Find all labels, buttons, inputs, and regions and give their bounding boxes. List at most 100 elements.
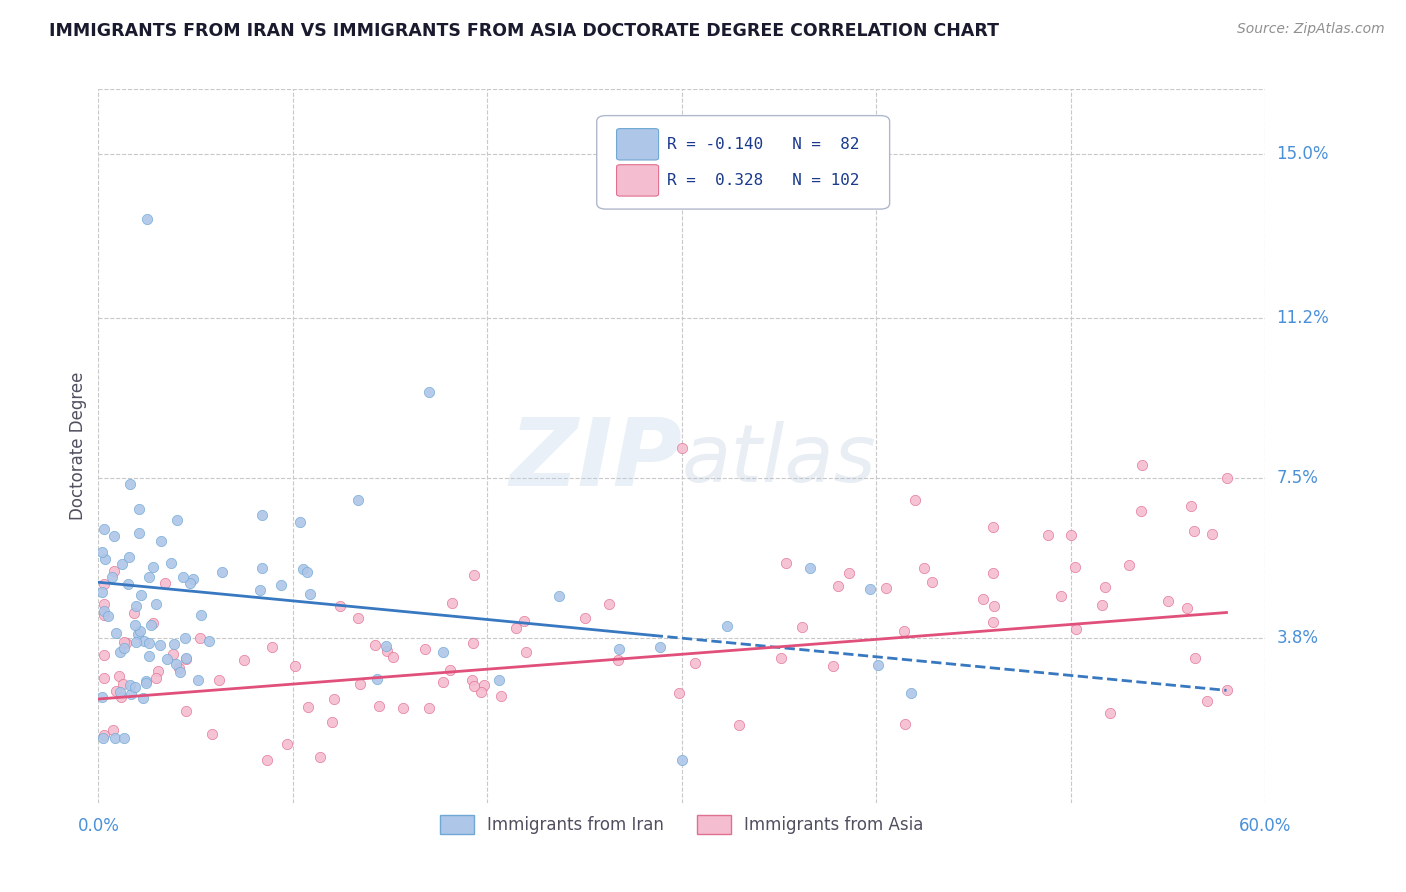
Point bbox=[139, 617, 162, 632]
Point bbox=[375, 644, 398, 658]
Point bbox=[505, 621, 527, 635]
Point bbox=[470, 685, 492, 699]
Point bbox=[461, 635, 484, 649]
Point bbox=[1036, 528, 1059, 542]
Point bbox=[329, 599, 352, 614]
Point bbox=[110, 690, 132, 705]
Text: 11.2%: 11.2% bbox=[1277, 310, 1329, 327]
Point bbox=[160, 556, 183, 570]
Point bbox=[728, 718, 751, 732]
Text: R = -0.140   N =  82: R = -0.140 N = 82 bbox=[666, 136, 859, 152]
Point bbox=[1130, 504, 1153, 518]
Point bbox=[488, 673, 510, 687]
Point bbox=[671, 753, 693, 767]
Point bbox=[141, 560, 163, 574]
Point bbox=[124, 680, 146, 694]
Point bbox=[103, 529, 125, 543]
Point bbox=[91, 731, 114, 745]
FancyBboxPatch shape bbox=[617, 128, 658, 160]
Point bbox=[93, 522, 115, 536]
Point bbox=[179, 576, 201, 591]
Point bbox=[93, 608, 115, 623]
Point bbox=[308, 749, 330, 764]
Point bbox=[893, 624, 915, 638]
Point bbox=[93, 597, 115, 611]
Point bbox=[148, 638, 170, 652]
Point bbox=[198, 634, 221, 648]
Point bbox=[382, 650, 405, 665]
Point bbox=[211, 565, 233, 579]
Point bbox=[297, 566, 319, 580]
Point bbox=[114, 636, 136, 650]
Point bbox=[1157, 594, 1180, 608]
Point bbox=[188, 631, 211, 645]
Point bbox=[108, 685, 131, 699]
Point bbox=[513, 614, 536, 628]
Point bbox=[174, 652, 197, 666]
Point bbox=[249, 583, 271, 598]
Point bbox=[418, 701, 440, 715]
Point bbox=[1215, 683, 1237, 698]
Point bbox=[129, 624, 152, 638]
Point bbox=[297, 700, 319, 714]
Point bbox=[148, 664, 170, 678]
Point bbox=[162, 647, 184, 661]
Point bbox=[1049, 589, 1071, 603]
Point bbox=[1201, 527, 1223, 541]
Point bbox=[1184, 651, 1206, 665]
Point bbox=[208, 673, 231, 688]
Point bbox=[138, 649, 160, 664]
Point bbox=[375, 639, 398, 653]
Point bbox=[153, 575, 176, 590]
Point bbox=[1098, 706, 1121, 720]
Point bbox=[105, 625, 128, 640]
Point bbox=[169, 665, 191, 679]
FancyBboxPatch shape bbox=[617, 165, 658, 196]
Point bbox=[110, 558, 132, 572]
Point bbox=[491, 689, 513, 703]
Point bbox=[166, 513, 188, 527]
Point bbox=[347, 492, 370, 507]
Point bbox=[322, 692, 344, 706]
Point bbox=[110, 645, 132, 659]
Point bbox=[1066, 622, 1088, 636]
Text: ZIP: ZIP bbox=[509, 414, 682, 507]
Point bbox=[104, 684, 127, 698]
Point bbox=[125, 599, 148, 613]
Point bbox=[97, 608, 120, 623]
Point bbox=[174, 705, 197, 719]
Point bbox=[118, 549, 141, 564]
Point bbox=[1094, 580, 1116, 594]
Point bbox=[149, 533, 172, 548]
Point bbox=[101, 723, 124, 737]
Point bbox=[650, 640, 672, 654]
Text: 60.0%: 60.0% bbox=[1239, 816, 1292, 835]
Text: atlas: atlas bbox=[682, 421, 877, 500]
Point bbox=[366, 672, 388, 686]
Y-axis label: Doctorate Degree: Doctorate Degree bbox=[69, 372, 87, 520]
FancyBboxPatch shape bbox=[596, 116, 890, 209]
Point bbox=[894, 717, 917, 731]
Point bbox=[167, 661, 190, 675]
Point bbox=[128, 526, 150, 541]
Point bbox=[201, 727, 224, 741]
Point bbox=[174, 632, 197, 646]
Point bbox=[981, 519, 1004, 533]
Point bbox=[138, 569, 160, 583]
Point bbox=[288, 515, 311, 529]
Point bbox=[432, 674, 454, 689]
Point bbox=[347, 611, 370, 625]
Point bbox=[921, 575, 943, 590]
Text: 3.8%: 3.8% bbox=[1277, 630, 1319, 648]
Point bbox=[93, 671, 115, 685]
Text: R =  0.328   N = 102: R = 0.328 N = 102 bbox=[666, 173, 859, 188]
Point bbox=[181, 572, 204, 586]
Point bbox=[716, 618, 738, 632]
Text: 15.0%: 15.0% bbox=[1277, 145, 1329, 163]
Point bbox=[439, 663, 461, 677]
Point bbox=[1118, 558, 1140, 572]
Point bbox=[112, 635, 135, 649]
Point bbox=[598, 597, 620, 611]
Point bbox=[668, 686, 690, 700]
Point bbox=[1064, 560, 1087, 574]
